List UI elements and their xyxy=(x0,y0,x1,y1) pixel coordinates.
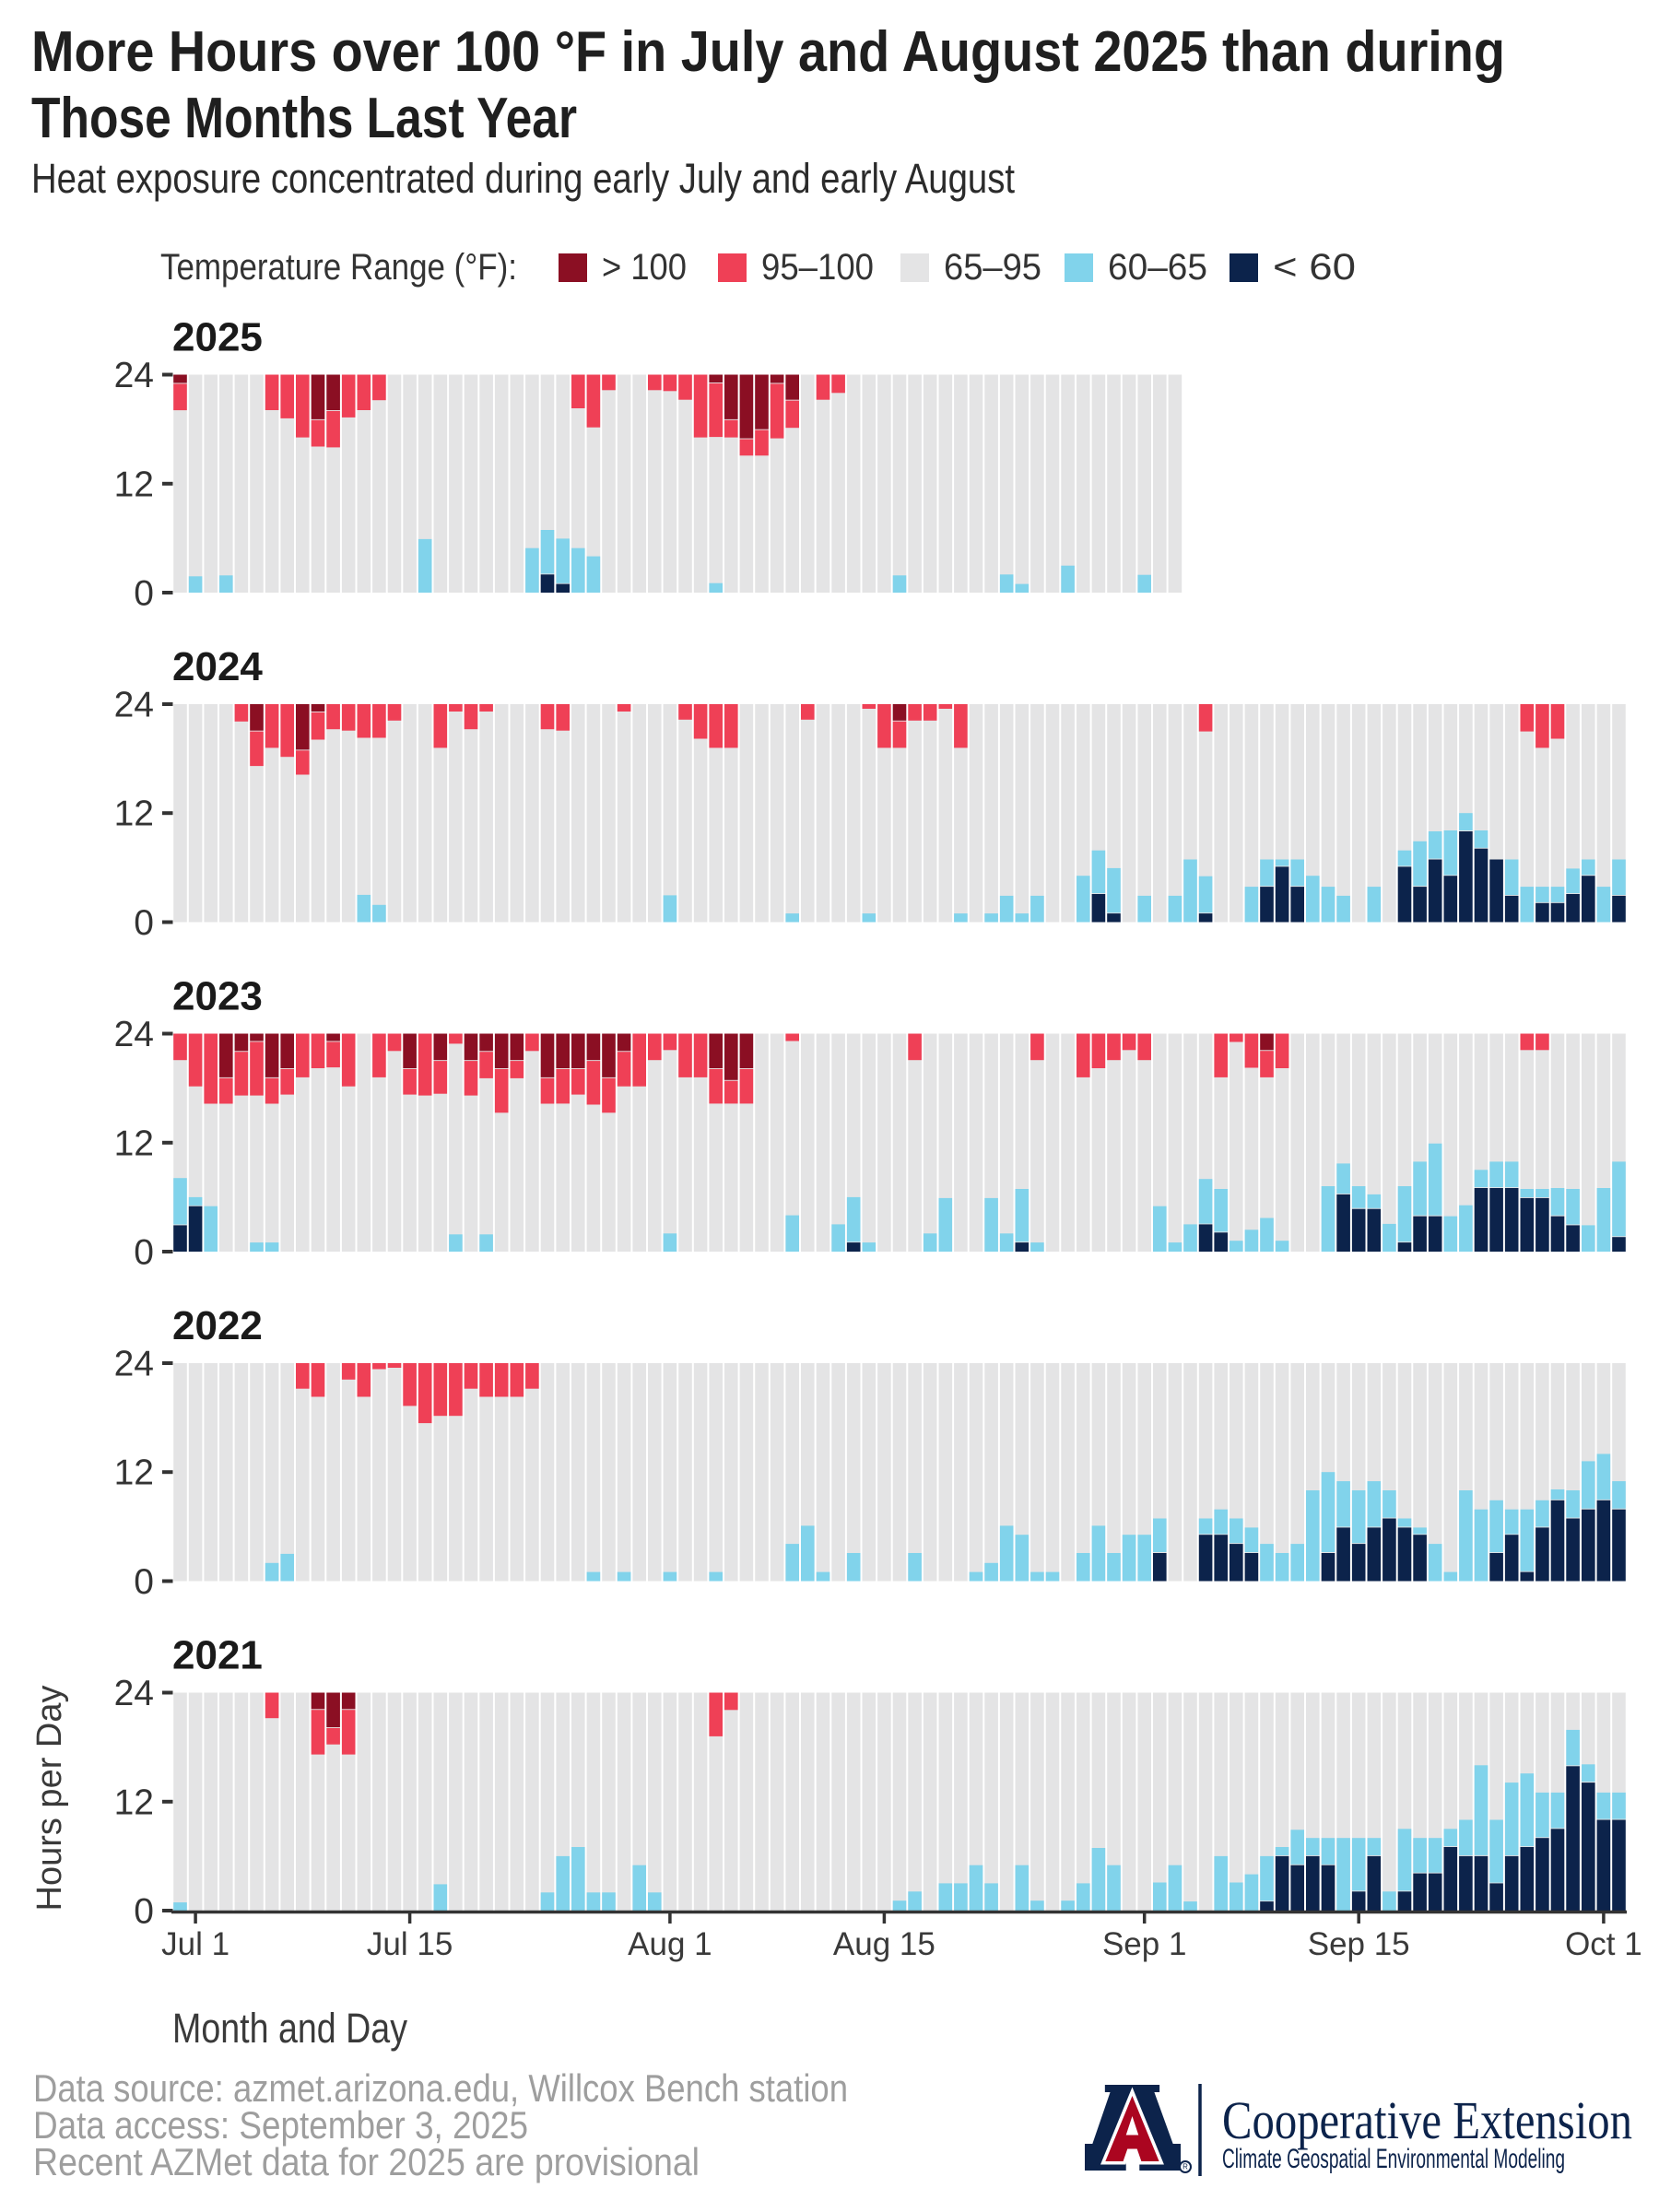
svg-text:12: 12 xyxy=(114,794,154,834)
svg-text:Jul 1: Jul 1 xyxy=(161,1926,229,1962)
svg-text:Month and Day: Month and Day xyxy=(172,2005,407,2052)
svg-text:Cooperative Extension: Cooperative Extension xyxy=(1222,2090,1632,2150)
svg-text:0: 0 xyxy=(134,1892,154,1932)
svg-text:65–95: 65–95 xyxy=(944,247,1041,288)
svg-text:95–100: 95–100 xyxy=(761,247,874,288)
svg-text:Sep 15: Sep 15 xyxy=(1308,1926,1410,1962)
svg-text:2025: 2025 xyxy=(172,315,263,360)
svg-text:Temperature Range (°F):: Temperature Range (°F): xyxy=(160,247,517,288)
svg-text:Data access: September 3, 2025: Data access: September 3, 2025 xyxy=(33,2103,528,2147)
svg-text:Jul 15: Jul 15 xyxy=(367,1926,453,1962)
svg-text:0: 0 xyxy=(134,1233,154,1273)
svg-text:60–65: 60–65 xyxy=(1108,247,1207,288)
svg-text:Aug 1: Aug 1 xyxy=(628,1926,712,1962)
svg-text:2022: 2022 xyxy=(172,1303,263,1348)
svg-text:< 60: < 60 xyxy=(1273,247,1356,288)
svg-text:0: 0 xyxy=(134,1562,154,1602)
svg-text:12: 12 xyxy=(114,1453,154,1493)
svg-text:Sep 1: Sep 1 xyxy=(1102,1926,1186,1962)
svg-text:More Hours over 100 °F in July: More Hours over 100 °F in July and Augus… xyxy=(31,20,1505,84)
svg-text:2024: 2024 xyxy=(172,644,263,689)
svg-text:Those Months Last Year: Those Months Last Year xyxy=(31,87,577,150)
svg-text:Oct 1: Oct 1 xyxy=(1565,1926,1642,1962)
svg-text:Recent AZMet data for 2025 are: Recent AZMet data for 2025 are provision… xyxy=(33,2140,700,2183)
svg-text:2023: 2023 xyxy=(172,974,263,1019)
svg-text:24: 24 xyxy=(114,686,154,725)
svg-text:24: 24 xyxy=(114,1674,154,1713)
svg-text:12: 12 xyxy=(114,1124,154,1163)
svg-text:> 100: > 100 xyxy=(602,247,687,288)
svg-text:24: 24 xyxy=(114,356,154,395)
svg-text:Aug 15: Aug 15 xyxy=(833,1926,935,1962)
svg-text:Heat exposure concentrated dur: Heat exposure concentrated during early … xyxy=(31,155,1015,202)
svg-text:12: 12 xyxy=(114,1783,154,1822)
svg-text:Climate Geospatial Environment: Climate Geospatial Environmental Modelin… xyxy=(1222,2144,1565,2174)
svg-text:0: 0 xyxy=(134,903,154,943)
svg-text:12: 12 xyxy=(114,465,154,504)
svg-text:24: 24 xyxy=(114,1345,154,1384)
svg-text:R: R xyxy=(1182,2163,1188,2171)
svg-text:24: 24 xyxy=(114,1015,154,1054)
svg-text:0: 0 xyxy=(134,574,154,614)
svg-text:Hours per Day: Hours per Day xyxy=(30,1686,69,1912)
svg-text:Data source: azmet.arizona.edu: Data source: azmet.arizona.edu, Willcox … xyxy=(33,2066,848,2110)
svg-text:2021: 2021 xyxy=(172,1633,263,1678)
